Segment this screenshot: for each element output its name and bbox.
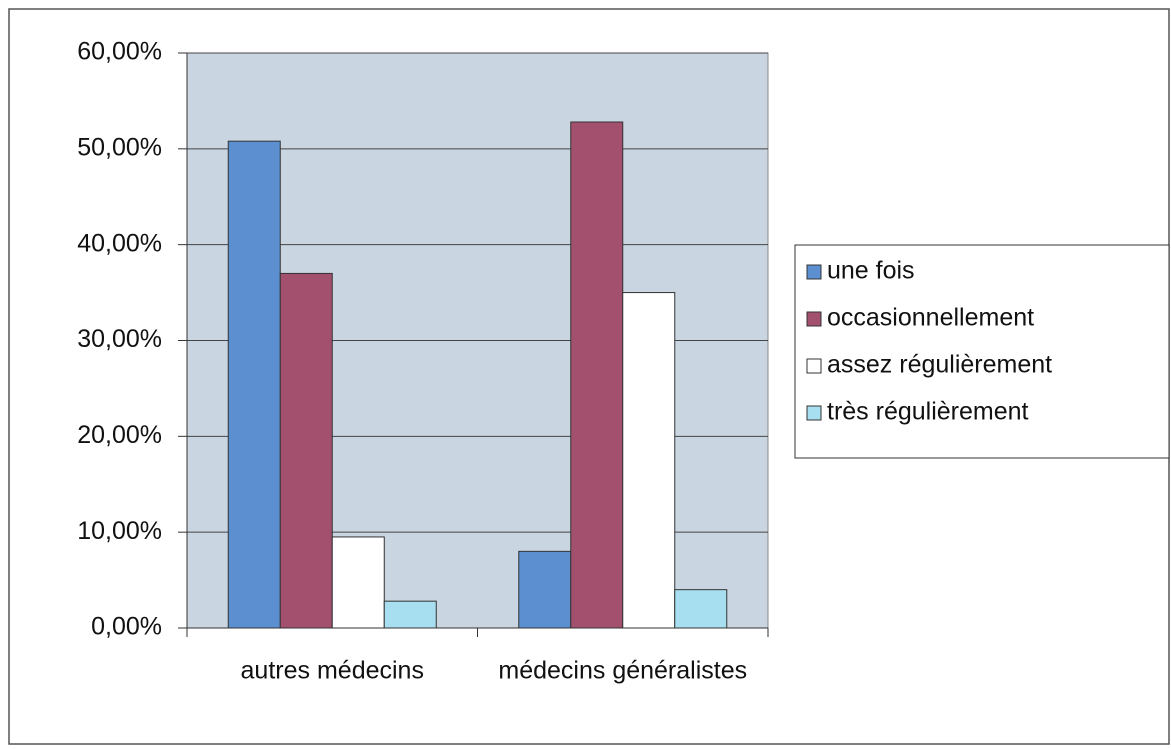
y-tick-label: 60,00% bbox=[77, 38, 162, 66]
y-tick-label: 0,00% bbox=[91, 613, 162, 641]
y-tick-label: 30,00% bbox=[77, 325, 162, 353]
legend-box bbox=[794, 244, 1170, 459]
bar bbox=[674, 589, 728, 629]
bar bbox=[279, 272, 333, 629]
bar bbox=[518, 550, 572, 629]
x-tick-label: autres médecins bbox=[241, 657, 424, 685]
y-tick-label: 10,00% bbox=[77, 517, 162, 545]
y-tick-label: 20,00% bbox=[77, 421, 162, 449]
bar bbox=[570, 121, 624, 629]
bar bbox=[331, 536, 385, 629]
bar bbox=[227, 140, 281, 629]
bar bbox=[383, 600, 437, 629]
y-tick-label: 40,00% bbox=[77, 229, 162, 257]
legend-label: assez régulièrement bbox=[827, 351, 1052, 379]
legend-label: occasionnellement bbox=[827, 304, 1034, 332]
legend-label: une fois bbox=[827, 257, 915, 285]
legend-swatch bbox=[806, 311, 822, 327]
legend-swatch bbox=[806, 264, 822, 280]
y-tick-label: 50,00% bbox=[77, 133, 162, 161]
legend-label: très régulièrement bbox=[827, 398, 1029, 426]
legend-swatch bbox=[806, 405, 822, 421]
bar bbox=[622, 292, 676, 629]
legend-swatch bbox=[806, 358, 822, 374]
x-tick-label: médecins généralistes bbox=[498, 657, 747, 685]
